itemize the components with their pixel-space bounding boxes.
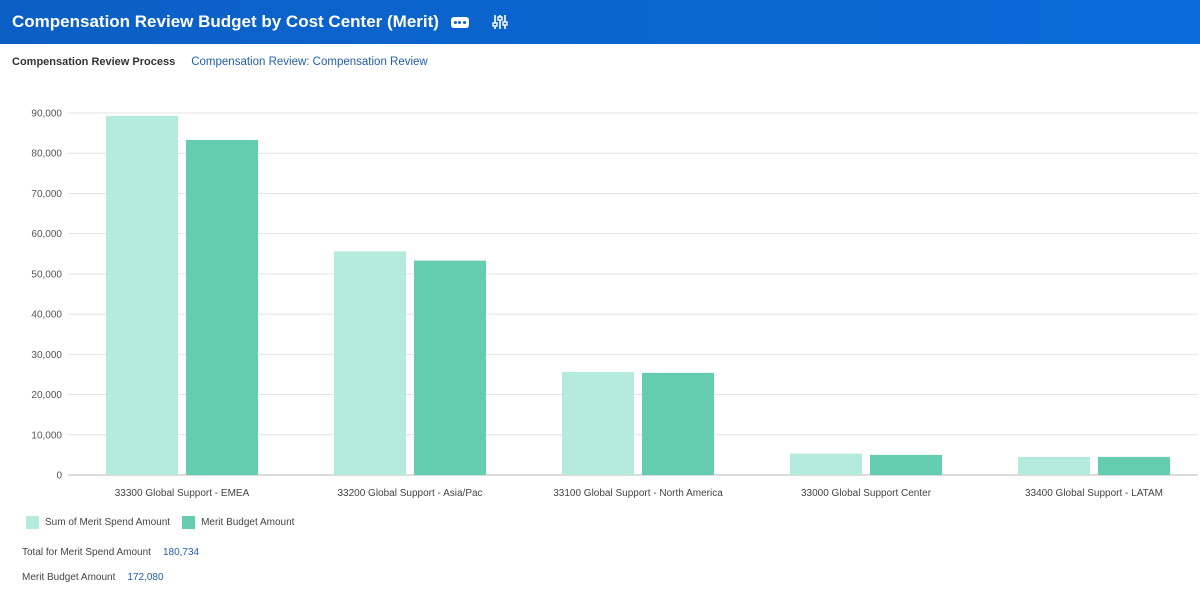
x-category-label: 33400 Global Support - LATAM (1025, 488, 1163, 499)
bar-merit-budget[interactable] (414, 260, 486, 475)
bar-merit-budget[interactable] (1098, 456, 1170, 475)
bar-chart: 0 10,000 20,000 30,000 40,000 50,000 60,000 70,… (31, 109, 1198, 499)
x-category-label: 33000 Global Support Center (801, 488, 932, 499)
bar-merit-budget[interactable] (870, 454, 942, 475)
y-tick-label: 90,000 (31, 109, 62, 120)
page-header: Compensation Review Budget by Cost Cente… (0, 0, 1200, 44)
y-tick-label: 10,000 (31, 430, 62, 441)
legend-swatch-spend (26, 516, 39, 529)
bar-merit-spend[interactable] (1018, 456, 1090, 475)
legend-item-budget[interactable]: Merit Budget Amount (182, 516, 294, 529)
bar-merit-spend[interactable] (790, 453, 862, 475)
total-budget-row: Merit Budget Amount 172,080 (22, 572, 164, 583)
total-spend-value[interactable]: 180,734 (162, 547, 200, 558)
y-tick-label: 40,000 (31, 310, 62, 321)
chart-legend: Sum of Merit Spend Amount Merit Budget A… (26, 516, 306, 529)
bar-merit-spend[interactable] (334, 251, 406, 475)
bar-merit-budget[interactable] (642, 372, 714, 475)
total-spend-label: Total for Merit Spend Amount (22, 547, 151, 558)
prompt-bar: Compensation Review Process Compensation… (12, 54, 428, 70)
y-tick-label: 80,000 (31, 149, 62, 160)
y-tick-label: 20,000 (31, 390, 62, 401)
prompt-label: Compensation Review Process (12, 56, 176, 68)
x-category-label: 33200 Global Support - Asia/Pac (337, 488, 482, 499)
legend-label-spend: Sum of Merit Spend Amount (45, 517, 171, 528)
total-budget-value[interactable]: 172,080 (127, 572, 164, 583)
y-tick-label: 0 (56, 471, 62, 482)
bar-merit-spend[interactable] (562, 372, 634, 475)
prompt-link[interactable]: Compensation Review: Compensation Review (191, 56, 428, 68)
y-tick-label: 30,000 (31, 350, 62, 361)
legend-item-spend[interactable]: Sum of Merit Spend Amount (26, 516, 170, 529)
total-spend-row: Total for Merit Spend Amount 180,734 (22, 547, 199, 558)
y-tick-label: 60,000 (31, 229, 62, 240)
bar-merit-budget[interactable] (186, 139, 258, 475)
y-tick-label: 50,000 (31, 269, 62, 280)
page-title: Compensation Review Budget by Cost Cente… (12, 12, 439, 31)
x-category-label: 33300 Global Support - EMEA (115, 488, 250, 499)
legend-label-budget: Merit Budget Amount (201, 517, 295, 528)
y-tick-label: 70,000 (31, 189, 62, 200)
filter-sliders-icon[interactable] (491, 13, 509, 31)
more-icon[interactable] (450, 16, 469, 28)
legend-swatch-budget (182, 516, 196, 529)
bar-merit-spend[interactable] (106, 115, 178, 475)
x-category-label: 33100 Global Support - North America (553, 488, 723, 499)
total-budget-label: Merit Budget Amount (22, 572, 116, 583)
